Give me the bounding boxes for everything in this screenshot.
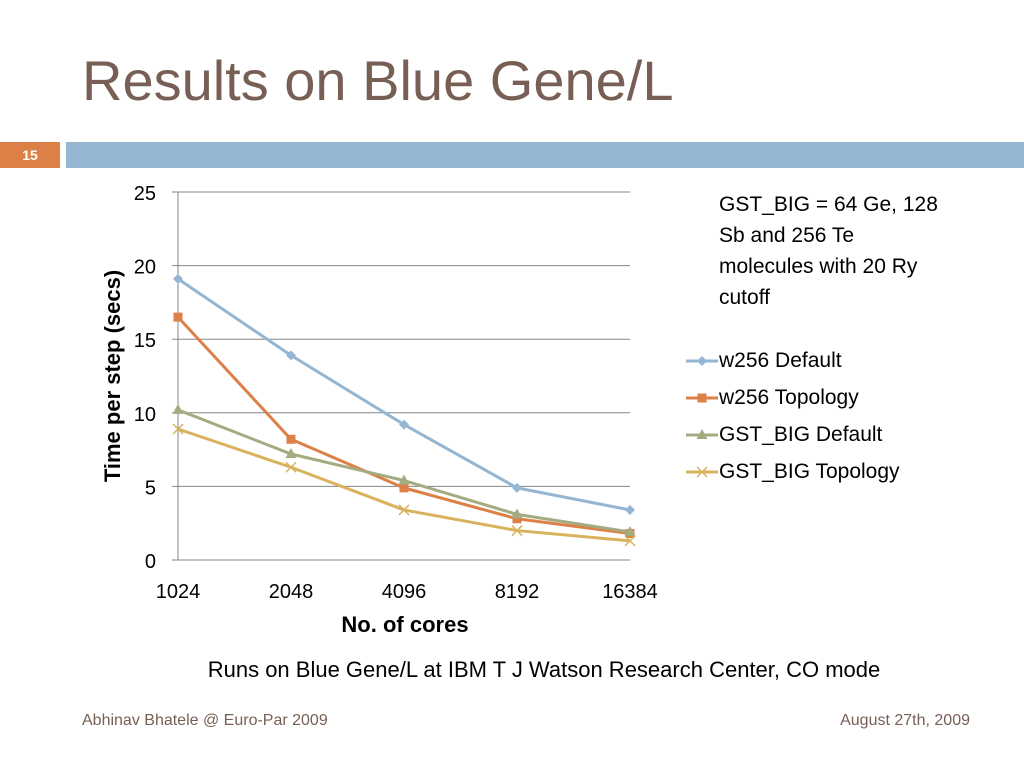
- chart-caption: Runs on Blue Gene/L at IBM T J Watson Re…: [207, 657, 881, 682]
- data-point-2-2: [398, 474, 410, 485]
- y-tick-label: 15: [134, 330, 156, 352]
- slide-title: Results on Blue Gene/L: [82, 49, 674, 112]
- legend-item: w256 Default: [686, 342, 1006, 379]
- legend-swatch-x: [686, 465, 718, 478]
- y-tick-label: 10: [134, 404, 156, 426]
- legend-swatch-diamond: [686, 355, 718, 366]
- data-point-1-0: [173, 312, 183, 322]
- data-point-3-1: [285, 461, 297, 473]
- marker-stroke: [398, 504, 410, 516]
- x-tick-label: 8192: [495, 581, 540, 603]
- y-tick-label: 20: [134, 257, 156, 279]
- y-tick-label: 0: [145, 551, 156, 573]
- y-axis-label: Time per step (secs): [100, 270, 125, 482]
- chart-gridlines: [172, 191, 630, 561]
- marker-stroke: [511, 525, 523, 537]
- data-point-1-3: [512, 514, 522, 524]
- title-rule: [66, 142, 1024, 168]
- x-axis-label: No. of cores: [341, 612, 468, 637]
- data-point-0-3: [512, 482, 522, 493]
- legend-item: w256 Topology: [686, 379, 1006, 416]
- data-point-0-0: [173, 273, 183, 284]
- data-point-3-0: [172, 423, 184, 435]
- x-tick-labels: 1024 2048 4096 8192 16384: [156, 581, 658, 603]
- footer-date: August 27th, 2009: [840, 712, 970, 729]
- data-point-1-2: [399, 483, 409, 493]
- legend-label: GST_BIG Default: [719, 422, 883, 446]
- slide-number: 15: [0, 142, 60, 168]
- legend-label: w256 Default: [719, 348, 842, 372]
- legend-swatch-triangle: [686, 428, 718, 439]
- data-point-2-4: [624, 526, 636, 537]
- data-point-3-3: [511, 525, 523, 537]
- data-point-2-1: [285, 448, 297, 459]
- x-tick-label: 16384: [602, 581, 658, 603]
- marker-stroke: [285, 461, 297, 473]
- data-point-2-3: [511, 508, 523, 519]
- data-point-3-4: [624, 535, 636, 547]
- chart-legend: w256 Default w256 Topology GST_BIG Defau…: [686, 342, 1006, 490]
- marker-stroke: [624, 535, 636, 547]
- marker-stroke: [696, 465, 708, 478]
- x-tick-label: 4096: [382, 581, 427, 603]
- legend-swatch-square: [686, 393, 718, 402]
- footer-author: Abhinav Bhatele @ Euro-Par 2009: [82, 712, 328, 729]
- legend-marker: [697, 355, 707, 366]
- legend-item: GST_BIG Topology: [686, 453, 1006, 490]
- chart-series: [172, 273, 636, 547]
- y-tick-label: 25: [134, 183, 156, 205]
- legend-label: w256 Topology: [719, 385, 859, 409]
- legend-item: GST_BIG Default: [686, 416, 1006, 453]
- y-tick-label: 5: [145, 477, 156, 499]
- chart-note: GST_BIG = 64 Ge, 128 Sb and 256 Te molec…: [719, 193, 938, 309]
- y-tick-labels: 0 5 10 15 20 25: [134, 183, 156, 573]
- legend-marker: [697, 393, 707, 402]
- legend-label: GST_BIG Topology: [719, 459, 900, 483]
- data-point-0-2: [399, 419, 409, 430]
- marker-stroke: [172, 423, 184, 435]
- data-point-1-1: [286, 434, 296, 444]
- data-point-0-1: [286, 350, 296, 361]
- legend-marker: [696, 428, 708, 439]
- x-tick-label: 2048: [269, 581, 314, 603]
- data-point-2-0: [172, 403, 184, 414]
- data-point-0-4: [625, 504, 635, 515]
- legend-marker: [696, 465, 708, 478]
- data-point-3-2: [398, 504, 410, 516]
- x-tick-label: 1024: [156, 581, 201, 603]
